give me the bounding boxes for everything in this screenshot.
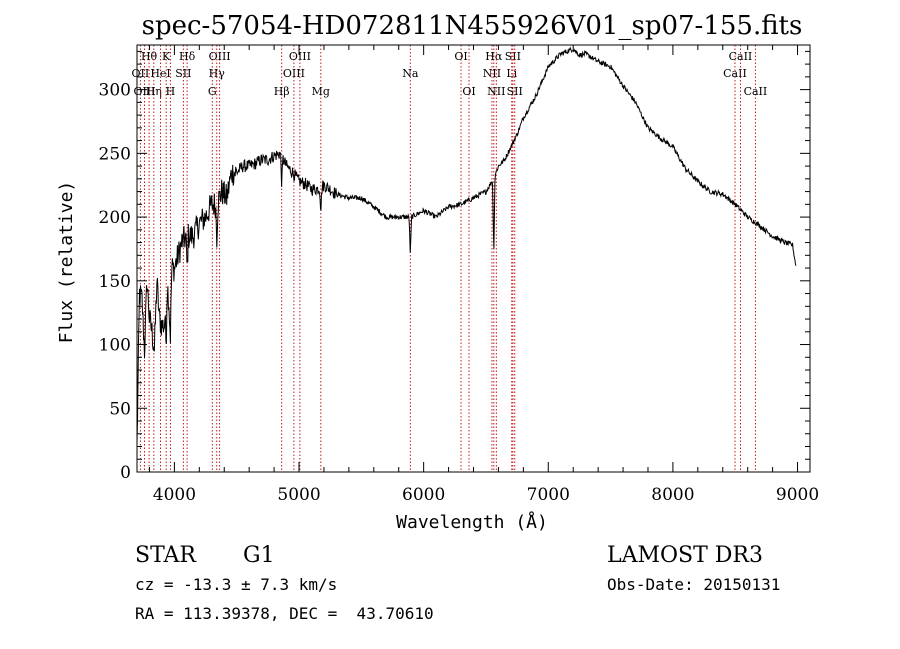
line-marker-label: Hδ (179, 50, 196, 63)
object-subclass: G1 (243, 543, 275, 568)
line-marker-label: K (162, 50, 171, 63)
line-marker-label: NII (483, 67, 501, 80)
spectrum-line (136, 46, 797, 443)
line-marker-label: H (166, 85, 176, 98)
coordinates: RA = 113.39378, DEC = 43.70610 (135, 604, 434, 623)
line-marker-label: Na (402, 67, 419, 80)
y-tick-label: 250 (99, 144, 131, 164)
x-tick-label: 8000 (651, 485, 694, 505)
line-marker-label: Mg (312, 85, 330, 98)
x-tick-label: 9000 (776, 485, 819, 505)
line-marker-label: OIII (283, 67, 305, 80)
line-marker-label: SII (507, 85, 523, 98)
line-marker-label: CaII (744, 85, 768, 98)
x-axis-ticks: 4000 5000 6000 7000 8000 9000 (148, 45, 819, 505)
spectrum-series (136, 46, 797, 443)
line-marker-label: CaII (729, 50, 753, 63)
x-tick-label: 7000 (527, 485, 570, 505)
survey-name: LAMOST DR3 (607, 543, 763, 568)
x-axis-label: Wavelength (Å) (396, 511, 548, 533)
line-marker-label: Hβ (274, 85, 290, 98)
object-class: STAR (135, 543, 197, 568)
line-marker-label: OII (132, 67, 150, 80)
plot-frame (136, 44, 811, 473)
line-marker-label: HeI (150, 67, 170, 80)
line-markers: OII OIII Hθ Hη HeI K H SII Hδ G Hγ OIII Hβ OIII OIII Mg… (132, 45, 768, 472)
line-marker-label: CaII (723, 67, 747, 80)
chart-title: spec-57054-HD072811N455926V01_sp07-155.f… (142, 11, 803, 41)
redshift-text: cz = -13.3 ± 7.3 km/s (135, 575, 337, 594)
line-marker-label: Hη (146, 85, 162, 98)
y-tick-label: 0 (120, 463, 131, 483)
line-marker-label: Hα (485, 50, 503, 63)
line-marker-label: NII (487, 85, 505, 98)
line-marker-label: Li (506, 67, 517, 80)
x-tick-label: 6000 (402, 485, 445, 505)
y-tick-label: 300 (99, 81, 131, 101)
line-marker-label: OI (454, 50, 467, 63)
line-marker-label: Hθ (141, 50, 158, 63)
line-marker-label: OIII (289, 50, 311, 63)
x-tick-label: 5000 (277, 485, 320, 505)
line-marker-label: OIII (209, 50, 231, 63)
line-marker-label: Hγ (209, 67, 226, 80)
y-tick-label: 100 (99, 336, 131, 356)
y-axis-ticks: 0 50 100 150 200 250 300 (99, 50, 810, 483)
obs-date: Obs-Date: 20150131 (607, 575, 780, 594)
line-marker-label: SII (175, 67, 191, 80)
line-marker-label: OI (462, 85, 475, 98)
y-axis-label: Flux (relative) (56, 181, 77, 344)
line-marker-label: OIII (133, 85, 155, 98)
line-marker-label: G (208, 85, 217, 98)
line-marker-label: SII (505, 50, 521, 63)
y-tick-label: 150 (99, 272, 131, 292)
y-tick-label: 50 (109, 399, 131, 419)
y-tick-label: 200 (99, 208, 131, 228)
x-tick-label: 4000 (153, 485, 196, 505)
